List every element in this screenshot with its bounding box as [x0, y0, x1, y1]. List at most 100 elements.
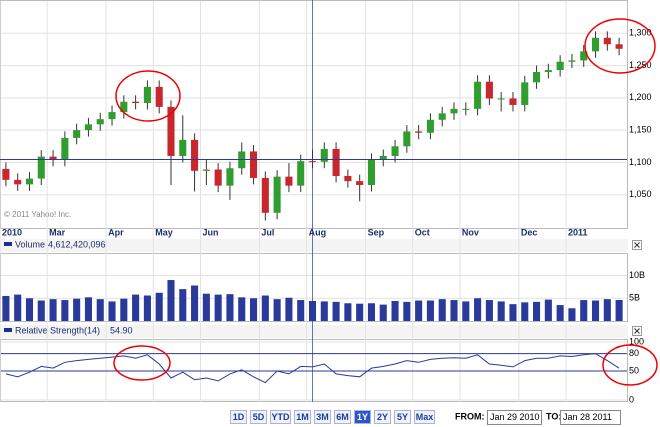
volume-bar	[261, 295, 269, 321]
candle-body	[391, 146, 399, 156]
y-tick-label: 100	[629, 336, 644, 346]
rsi-header	[0, 325, 628, 338]
range-button-label[interactable]: 6M	[336, 412, 349, 422]
volume-bar	[556, 305, 564, 321]
range-button[interactable]: 5Y	[394, 410, 411, 424]
range-button[interactable]: 1M	[294, 410, 311, 424]
volume-bar	[297, 300, 305, 321]
range-button-box[interactable]	[230, 410, 247, 424]
candle-body	[25, 178, 34, 185]
x-tick-label: Jun	[202, 227, 218, 237]
y-tick-label: 1,150	[629, 125, 652, 135]
x-tick-label: May	[155, 227, 173, 237]
close-button[interactable]	[632, 326, 642, 336]
candle-body	[568, 60, 576, 62]
candle-body	[155, 86, 163, 107]
volume-bar	[25, 298, 34, 321]
volume-bar	[356, 303, 364, 321]
volume-bar	[580, 300, 588, 321]
range-button-box[interactable]	[414, 410, 435, 424]
volume-bar	[202, 293, 210, 321]
candle-body	[2, 168, 10, 180]
close-button[interactable]	[632, 240, 642, 250]
range-button[interactable]: Max	[414, 410, 435, 424]
range-button[interactable]: 2Y	[374, 410, 391, 424]
range-button-label[interactable]: 1Y	[357, 412, 368, 422]
range-button[interactable]: 3M	[314, 410, 331, 424]
candle-body	[356, 181, 364, 186]
rsi-legend: Relative Strength(14)	[15, 325, 100, 335]
volume-bar	[214, 294, 222, 321]
candle-body	[497, 98, 505, 100]
volume-legend-swatch	[4, 242, 12, 246]
volume-bar	[344, 303, 352, 321]
volume-bar	[238, 297, 246, 321]
from-input[interactable]	[487, 410, 542, 425]
range-button[interactable]: 1D	[230, 410, 247, 424]
range-button-box[interactable]	[250, 410, 267, 424]
range-button-label[interactable]: 2Y	[377, 412, 388, 422]
volume-bar	[332, 301, 340, 321]
volume-bar	[285, 297, 293, 321]
range-button-label[interactable]: 5Y	[397, 412, 408, 422]
x-tick-label: Jul	[261, 227, 274, 237]
annotation-circle	[584, 18, 656, 74]
range-button-box[interactable]	[334, 410, 351, 424]
range-button-box[interactable]	[314, 410, 331, 424]
range-button-label[interactable]: 1D	[233, 412, 245, 422]
range-button-label[interactable]: 1M	[296, 412, 309, 422]
candle-body	[367, 159, 375, 186]
candle-body	[297, 161, 305, 186]
from-label: FROM:	[455, 411, 485, 421]
y-tick-label: 0	[629, 394, 634, 404]
volume-bar	[591, 300, 600, 321]
candle-body	[379, 155, 387, 160]
volume-bar	[143, 295, 151, 321]
volume-bar	[273, 299, 281, 321]
range-button-box[interactable]	[294, 410, 311, 424]
range-button[interactable]: 6M	[334, 410, 351, 424]
range-button-box[interactable]	[354, 410, 371, 424]
rsi-legend-value: 54.90	[110, 325, 133, 335]
volume-bar	[167, 280, 175, 321]
range-button-label[interactable]: 5D	[253, 412, 265, 422]
volume-bar	[179, 289, 187, 321]
candle-body	[462, 108, 470, 110]
volume-bar	[391, 300, 399, 321]
volume-bar	[533, 301, 541, 321]
volume-bar	[474, 298, 482, 321]
to-input[interactable]	[560, 410, 621, 425]
candle-body	[509, 98, 517, 105]
range-button-box[interactable]	[270, 410, 291, 424]
volume-bar	[450, 300, 458, 321]
candle-body	[521, 82, 529, 105]
range-button-label[interactable]: 3M	[316, 412, 329, 422]
volume-bar	[615, 300, 623, 321]
volume-header	[0, 239, 628, 252]
candle-body	[450, 108, 458, 114]
volume-bar	[226, 294, 234, 321]
range-button-box[interactable]	[394, 410, 411, 424]
candle-body	[108, 112, 116, 120]
candle-body	[485, 81, 493, 99]
volume-bar	[191, 285, 199, 321]
y-tick-label: 10B	[629, 270, 645, 280]
range-button[interactable]: 5D	[250, 410, 267, 424]
y-tick-label: 1,250	[629, 60, 652, 70]
volume-bar	[320, 301, 328, 321]
range-button[interactable]: 1Y	[354, 410, 371, 424]
range-button-label[interactable]: Max	[416, 412, 434, 422]
volume-bar	[462, 301, 470, 321]
candle-body	[226, 168, 234, 186]
range-button-label[interactable]: YTD	[272, 412, 291, 422]
y-tick-label: 50	[629, 365, 639, 375]
volume-bar	[544, 299, 552, 321]
range-button[interactable]: YTD	[270, 410, 291, 424]
volume-bar	[415, 300, 423, 321]
range-button-box[interactable]	[374, 410, 391, 424]
candle-body	[250, 151, 258, 178]
volume-bar	[84, 297, 92, 321]
volume-bar	[108, 301, 116, 321]
y-tick-label: 1,300	[629, 28, 652, 38]
